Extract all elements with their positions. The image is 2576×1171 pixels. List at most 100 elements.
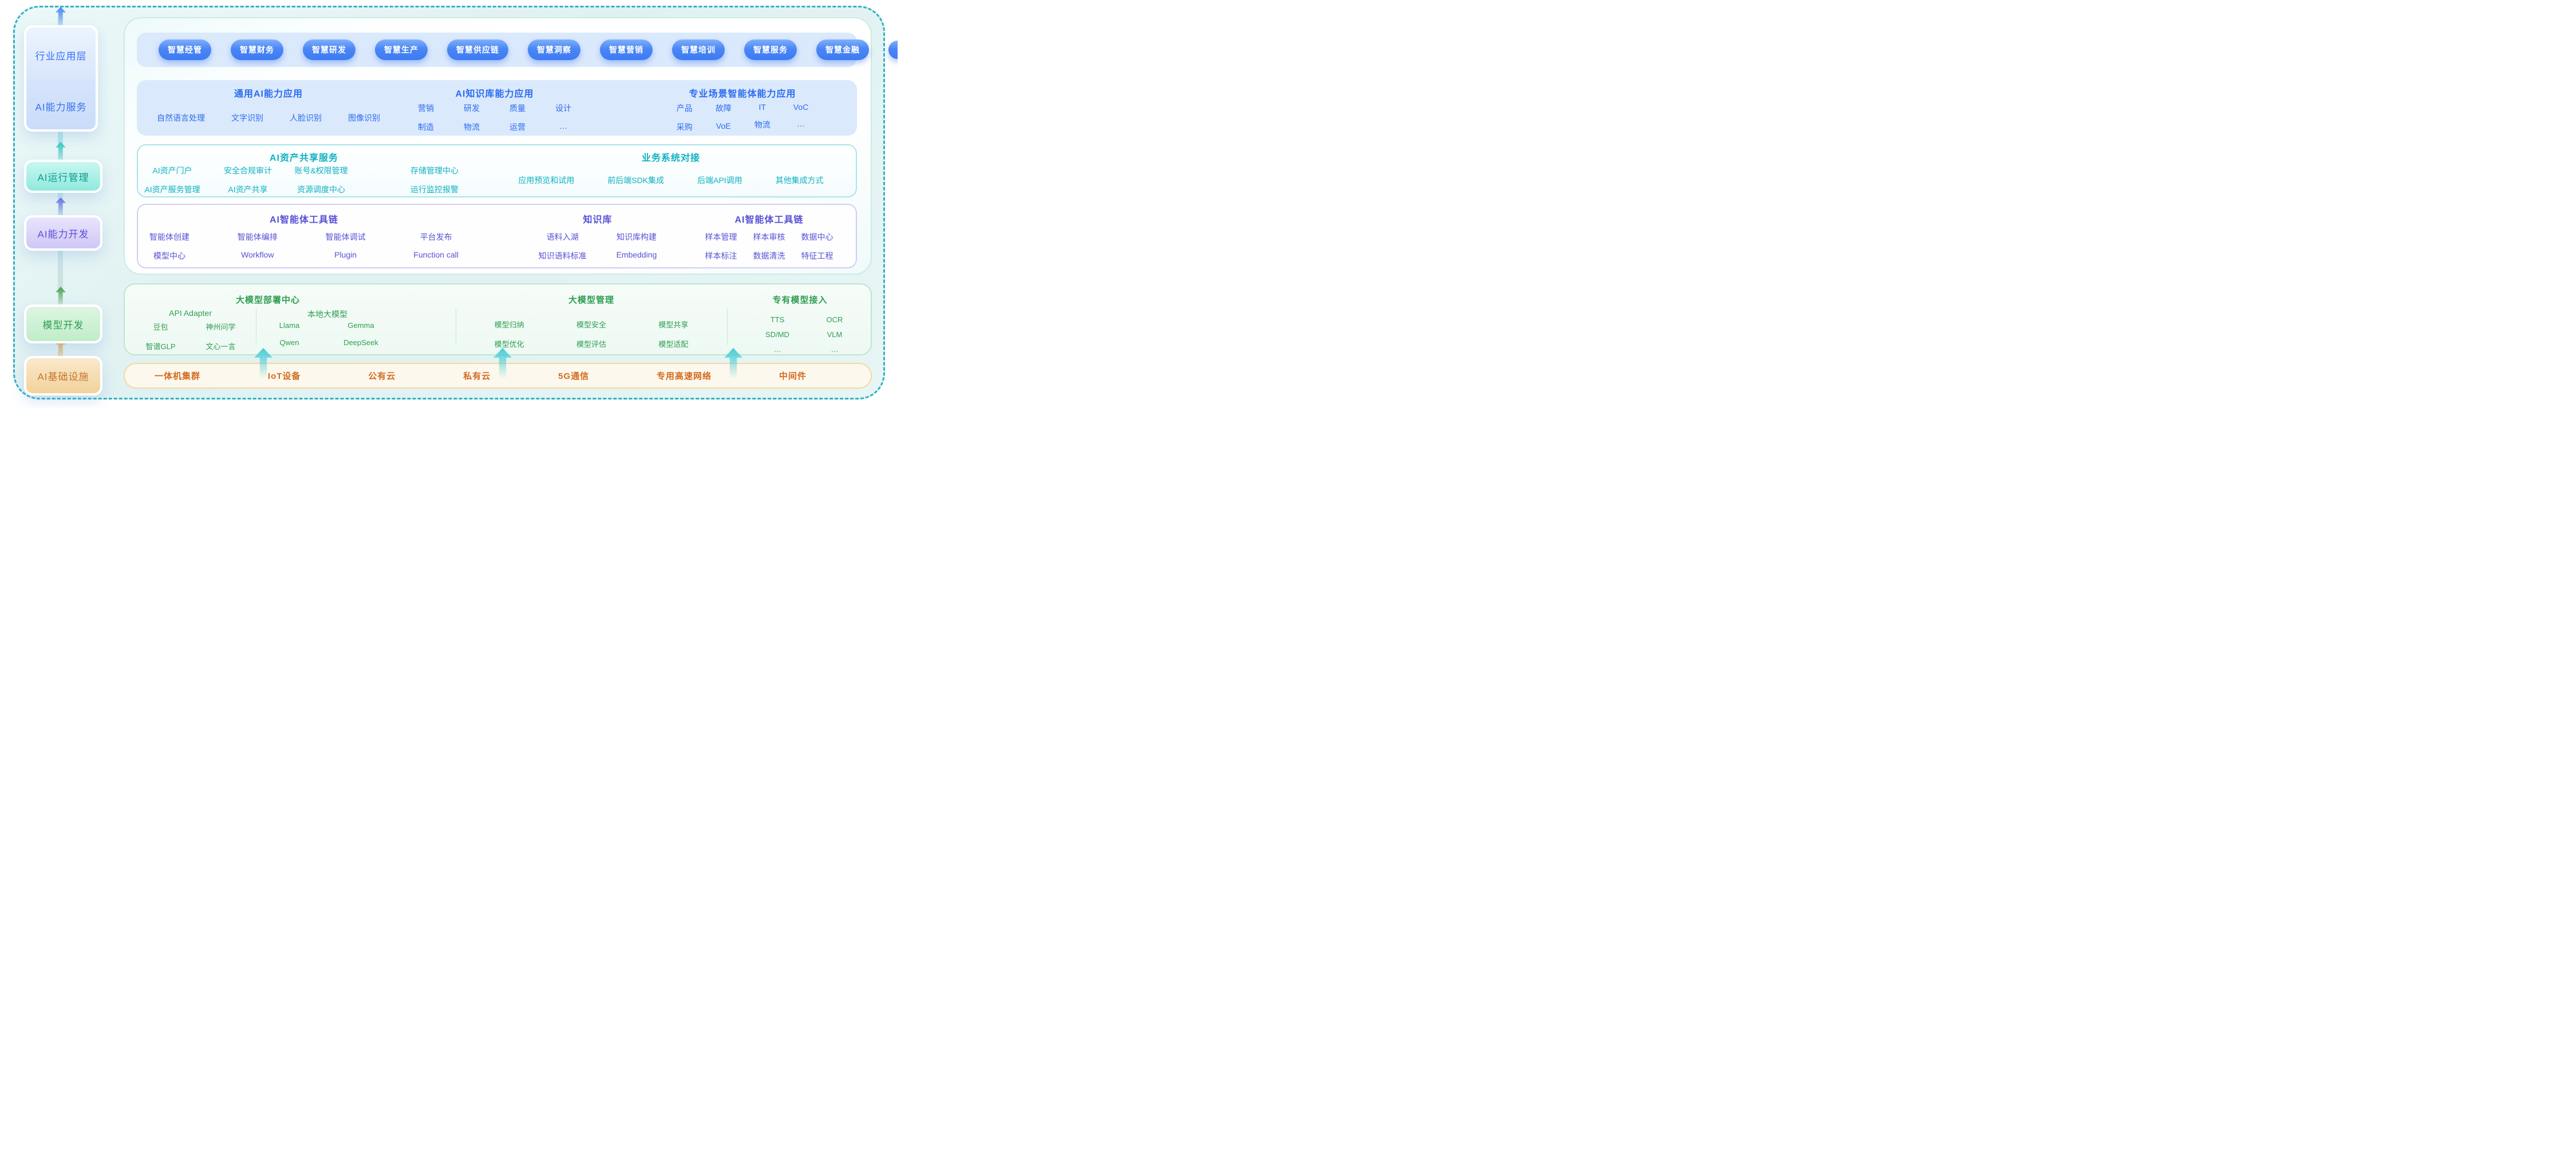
app-pill[interactable]: 智慧供应链 (447, 39, 508, 60)
infra-item: 专用高速网络 (657, 371, 712, 381)
layer-label: AI能力服务 (35, 102, 87, 113)
model-item: Llama (279, 321, 300, 330)
layer-label: AI能力开发 (37, 228, 89, 240)
devtools-item: 特征工程 (801, 251, 833, 260)
app-pill[interactable]: 智慧服务 (744, 39, 797, 60)
knowledge-base-group: 知识库 语料入湖 知识语料标准 知识库构建 Embedding (515, 212, 681, 267)
runtime-item: 安全合规审计 (224, 166, 272, 175)
up-arrow-icon (254, 347, 272, 378)
capability-item: 故障 (715, 104, 732, 113)
knowledge-ai-group: AI知识库能力应用 营销 制造 研发 物流 质量 运营 设计… (400, 86, 589, 136)
runtime-item: AI资产服务管理 (144, 185, 200, 194)
sidebar-layer-ai-infra: AI基础设施 (24, 356, 102, 395)
capability-item: VoE (716, 121, 731, 130)
asset-sharing-group: AI资产共享服务 AI资产门户 AI资产服务管理 安全合规审计 AI资产共享 账号&… (138, 150, 470, 196)
capability-item: 制造 (418, 122, 434, 132)
layer-label: AI运行管理 (37, 172, 89, 183)
app-pill[interactable]: 智慧经管 (159, 39, 211, 60)
capability-item: 营销 (418, 104, 434, 113)
runtime-item: 运行监控报警 (410, 185, 459, 194)
up-arrow-icon (55, 7, 66, 24)
business-integration-group: 业务系统对接 应用预览和试用 前后端SDK集成 后端API调用 其他集成方式 (511, 150, 831, 196)
model-item: 豆包 (153, 323, 168, 331)
capability-item: 设计 (555, 104, 571, 113)
model-item: … (773, 345, 781, 354)
model-item: … (831, 345, 839, 354)
group-title: 大模型部署中心 (235, 295, 300, 305)
runtime-section: AI资产共享服务 AI资产门户 AI资产服务管理 安全合规审计 AI资产共享 账号&… (137, 144, 857, 197)
capability-item: 产品 (676, 104, 693, 113)
infra-item: 中间件 (779, 371, 807, 381)
capability-item: 运营 (509, 122, 526, 132)
capability-item: 自然语言处理 (157, 113, 205, 122)
infra-item: 公有云 (368, 371, 396, 381)
architecture-diagram: 行业应用层 AI能力服务 AI运行管理 AI能力开发 模型开发 AI基础设施 智… (0, 0, 898, 408)
runtime-item: 应用预览和试用 (518, 175, 575, 185)
app-pill[interactable]: 智慧洞察 (528, 39, 580, 60)
app-pill[interactable]: 智慧财务 (231, 39, 283, 60)
capability-item: … (797, 119, 805, 128)
sidebar-layer-ai-runtime: AI运行管理 (24, 160, 102, 193)
devtools-item: 智能体创建 (149, 232, 189, 242)
model-item: TTS (770, 315, 785, 324)
model-item: Gemma (347, 321, 374, 330)
capability-item: 物流 (464, 122, 480, 132)
devtools-item: Plugin (334, 250, 357, 259)
general-ai-group: 通用AI能力应用 自然语言处理 文字识别 人脸识别 图像识别 (137, 86, 400, 136)
smart-apps-strip: 智慧经管 智慧财务 智慧研发 智慧生产 智慧供应链 智慧洞察 智慧营销 智慧培训… (137, 33, 898, 67)
devtools-item: 模型中心 (153, 251, 185, 260)
devtools-section: AI智能体工具链 智能体创建 模型中心 智能体编排 Workflow 智能体调试 Pl… (137, 204, 857, 268)
subgroup-title: API Adapter (169, 308, 212, 318)
capability-item: 物流 (754, 120, 771, 129)
group-title: AI知识库能力应用 (455, 89, 534, 99)
app-pill[interactable]: 智慧金融 (816, 39, 869, 60)
app-pill[interactable]: 智慧研发 (303, 39, 355, 60)
model-item: 模型安全 (576, 321, 606, 329)
subgroup-title: 本地大模型 (307, 310, 347, 319)
sidebar-layer-industry-app: 行业应用层 AI能力服务 (24, 25, 98, 132)
capability-item: 文字识别 (231, 113, 263, 122)
model-item: 神州问学 (206, 323, 236, 331)
local-models-grid: Llama Gemma Qwen DeepSeek (254, 321, 397, 347)
capability-item: IT (758, 102, 766, 112)
capability-item: 质量 (509, 104, 526, 113)
devtools-item: 知识语料标准 (538, 251, 587, 260)
model-manage-grid: 模型归纳 模型安全 模型共享 模型优化 模型评估 模型适配 (468, 319, 714, 349)
up-arrow-icon (724, 347, 742, 378)
runtime-item: AI资产门户 (152, 166, 192, 175)
app-pill[interactable]: 智慧营销 (600, 39, 653, 60)
model-item: 模型优化 (494, 340, 524, 349)
agent-toolchain-group: AI智能体工具链 智能体创建 模型中心 智能体编排 Workflow 智能体调试 Pl… (138, 212, 470, 267)
app-pill-more[interactable]: …… (888, 41, 898, 59)
layer-label: 模型开发 (42, 319, 84, 331)
model-item: 文心一言 (206, 342, 236, 351)
group-title: 专业场景智能体能力应用 (689, 89, 796, 99)
devtools-item: 数据中心 (801, 232, 833, 242)
capability-item: 人脸识别 (290, 113, 322, 122)
layer-label: AI基础设施 (37, 371, 89, 382)
app-pill[interactable]: 智慧生产 (375, 39, 428, 60)
runtime-item: 其他集成方式 (775, 175, 824, 185)
runtime-item: 存储管理中心 (410, 166, 459, 175)
runtime-item: 前后端SDK集成 (607, 175, 665, 185)
divider (727, 308, 728, 345)
app-pill[interactable]: 智慧培训 (672, 39, 725, 60)
group-title: 通用AI能力应用 (234, 89, 303, 99)
devtools-item: 数据清洗 (753, 251, 785, 260)
devtools-item: 智能体编排 (237, 232, 278, 242)
group-title: 知识库 (583, 215, 613, 225)
devtools-item: 样本标注 (705, 251, 737, 260)
capability-item: VoC (793, 102, 809, 112)
sidebar-layer-ai-dev: AI能力开发 (24, 215, 102, 251)
runtime-item: 资源调度中心 (297, 185, 345, 194)
group-title: AI资产共享服务 (269, 153, 338, 163)
sidebar-layer-model-dev: 模型开发 (24, 304, 102, 343)
infra-item: 5G通信 (558, 371, 590, 381)
infra-item: 一体机集群 (155, 371, 201, 381)
up-arrow-icon (55, 142, 66, 159)
devtools-item: Workflow (241, 250, 274, 259)
runtime-item: AI资产共享 (228, 185, 268, 194)
runtime-item: 账号&权限管理 (294, 166, 348, 175)
devtools-item: 语料入湖 (546, 232, 579, 242)
group-title: 业务系统对接 (641, 153, 700, 163)
